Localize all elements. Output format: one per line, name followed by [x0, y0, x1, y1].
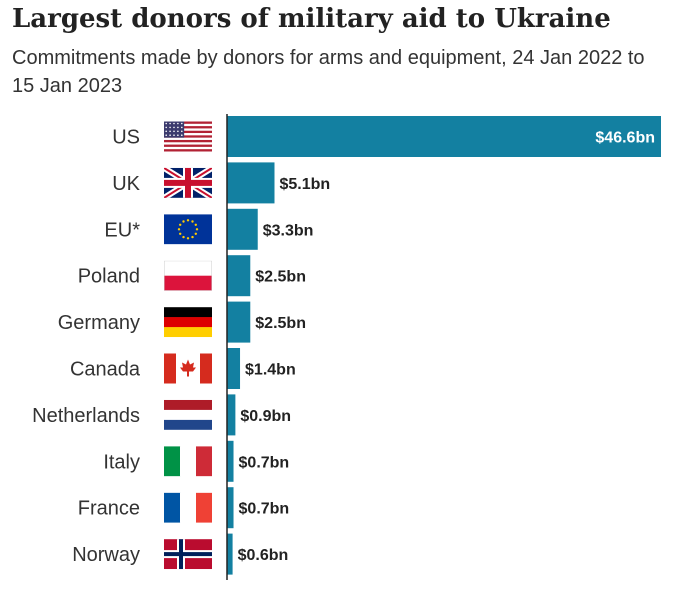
poland-flag-icon	[164, 260, 212, 291]
value-label: $1.4bn	[245, 362, 296, 379]
bar	[227, 487, 234, 529]
country-label: France	[78, 498, 140, 520]
chart-title: Largest donors of military aid to Ukrain…	[12, 4, 611, 34]
chart-row: Canada $1.4bn	[70, 348, 296, 389]
bar	[227, 533, 233, 575]
bar	[227, 255, 251, 297]
bar	[227, 208, 258, 250]
germany-flag-icon	[164, 307, 212, 338]
eu-flag-icon	[164, 214, 212, 245]
country-label: Germany	[58, 312, 140, 334]
france-flag-icon	[164, 492, 212, 523]
country-label: EU*	[104, 219, 140, 241]
bar	[227, 116, 661, 157]
chart-row: Poland $2.5bn	[78, 255, 306, 297]
value-label: $46.6bn	[595, 130, 655, 147]
netherlands-flag-icon	[164, 399, 212, 430]
value-label: $2.5bn	[255, 315, 306, 332]
chart-row: Norway $0.6bn	[72, 533, 289, 575]
chart-row: Italy $0.7bn	[103, 440, 290, 482]
uk-flag-icon	[164, 167, 212, 198]
chart-row: US $46.6bn	[112, 116, 661, 157]
chart-row: UK $5.1bn	[112, 162, 330, 204]
country-label: Netherlands	[32, 405, 140, 427]
country-label: Norway	[72, 544, 140, 566]
chart-subtitle: Commitments made by donors for arms and …	[12, 47, 645, 97]
chart-row: EU* $3.3bn	[104, 208, 314, 250]
value-label: $0.7bn	[239, 454, 290, 471]
bar	[227, 394, 236, 436]
value-label: $2.5bn	[255, 269, 306, 286]
chart-row: Germany $2.5bn	[58, 301, 306, 343]
chart-row: Netherlands $0.9bn	[32, 394, 291, 436]
norway-flag-icon	[164, 539, 212, 570]
country-label: Canada	[70, 359, 141, 381]
value-label: $3.3bn	[263, 222, 314, 239]
bar	[227, 348, 241, 389]
country-label: Italy	[103, 451, 140, 473]
bar	[227, 301, 251, 343]
bar	[227, 162, 275, 204]
chart-row: France $0.7bn	[78, 487, 290, 529]
value-label: $5.1bn	[279, 176, 330, 193]
canada-flag-icon	[164, 353, 212, 384]
value-label: $0.7bn	[239, 501, 290, 518]
italy-flag-icon	[164, 446, 212, 477]
country-label: UK	[112, 173, 140, 195]
value-label: $0.6bn	[238, 547, 289, 564]
us-flag-icon	[164, 121, 212, 152]
country-label: US	[112, 127, 140, 149]
bar	[227, 440, 234, 482]
country-label: Poland	[78, 266, 140, 288]
value-label: $0.9bn	[240, 408, 291, 425]
